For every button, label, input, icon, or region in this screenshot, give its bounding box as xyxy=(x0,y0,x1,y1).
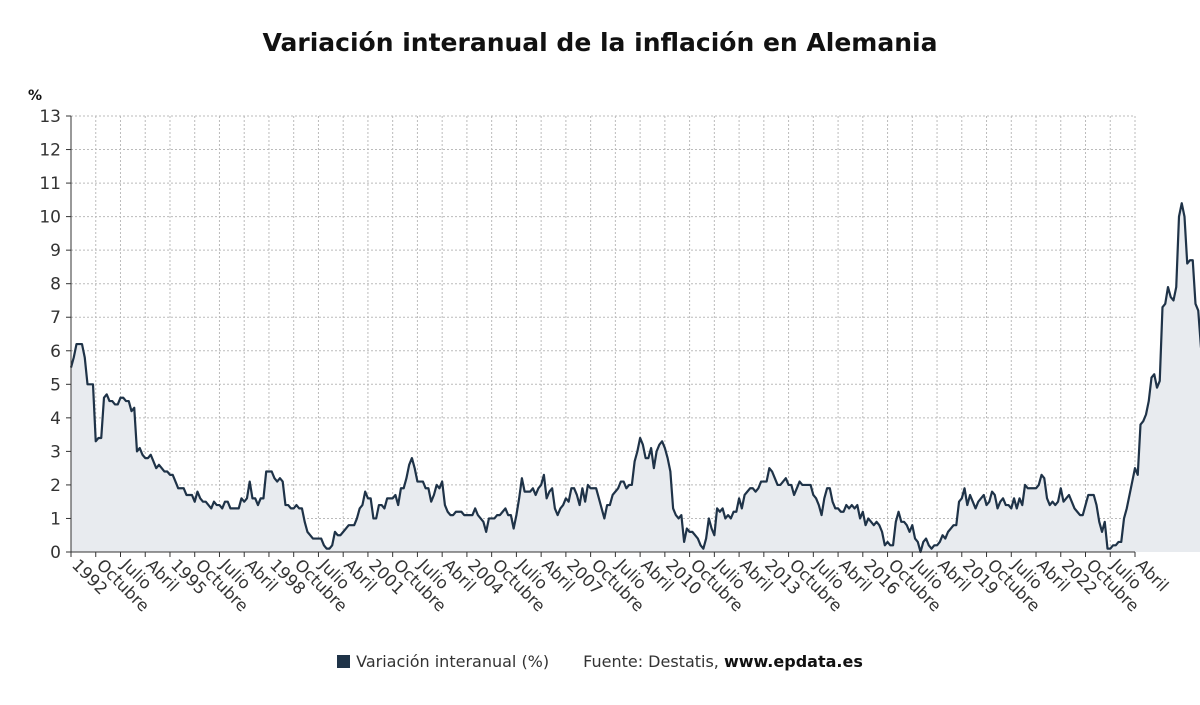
series-line xyxy=(69,202,1200,554)
y-tick-label: 1 xyxy=(50,509,61,529)
y-tick-label: 8 xyxy=(50,275,61,295)
y-tick-label: 12 xyxy=(39,141,61,161)
legend: Variación interanual (%) Fuente: Destatis… xyxy=(0,652,1200,671)
y-tick-label: 7 xyxy=(50,308,61,328)
y-tick-label: 2 xyxy=(50,476,61,496)
y-tick-label: 5 xyxy=(50,375,61,395)
source-site: www.epdata.es xyxy=(723,652,863,671)
y-tick-label: 0 xyxy=(50,543,61,563)
series-area xyxy=(71,203,1200,552)
axes xyxy=(70,116,1135,553)
y-axis-unit: % xyxy=(28,88,42,104)
y-tick-label: 3 xyxy=(50,442,61,462)
gridlines xyxy=(70,115,1136,553)
x-axis-ticks: 1992OctubreJulioAbril1995OctubreJulioAbr… xyxy=(68,552,1172,616)
y-tick-label: 11 xyxy=(39,174,61,194)
y-tick-label: 13 xyxy=(39,107,61,127)
y-tick-label: 6 xyxy=(50,342,61,362)
source-prefix: Fuente: Destatis, xyxy=(583,652,724,671)
legend-series-label: Variación interanual (%) xyxy=(356,652,550,671)
chart-title: Variación interanual de la inflación en … xyxy=(262,28,938,57)
y-tick-label: 4 xyxy=(50,409,61,429)
y-tick-label: 9 xyxy=(50,241,61,261)
y-tick-label: 10 xyxy=(39,208,61,228)
legend-swatch xyxy=(337,655,351,668)
